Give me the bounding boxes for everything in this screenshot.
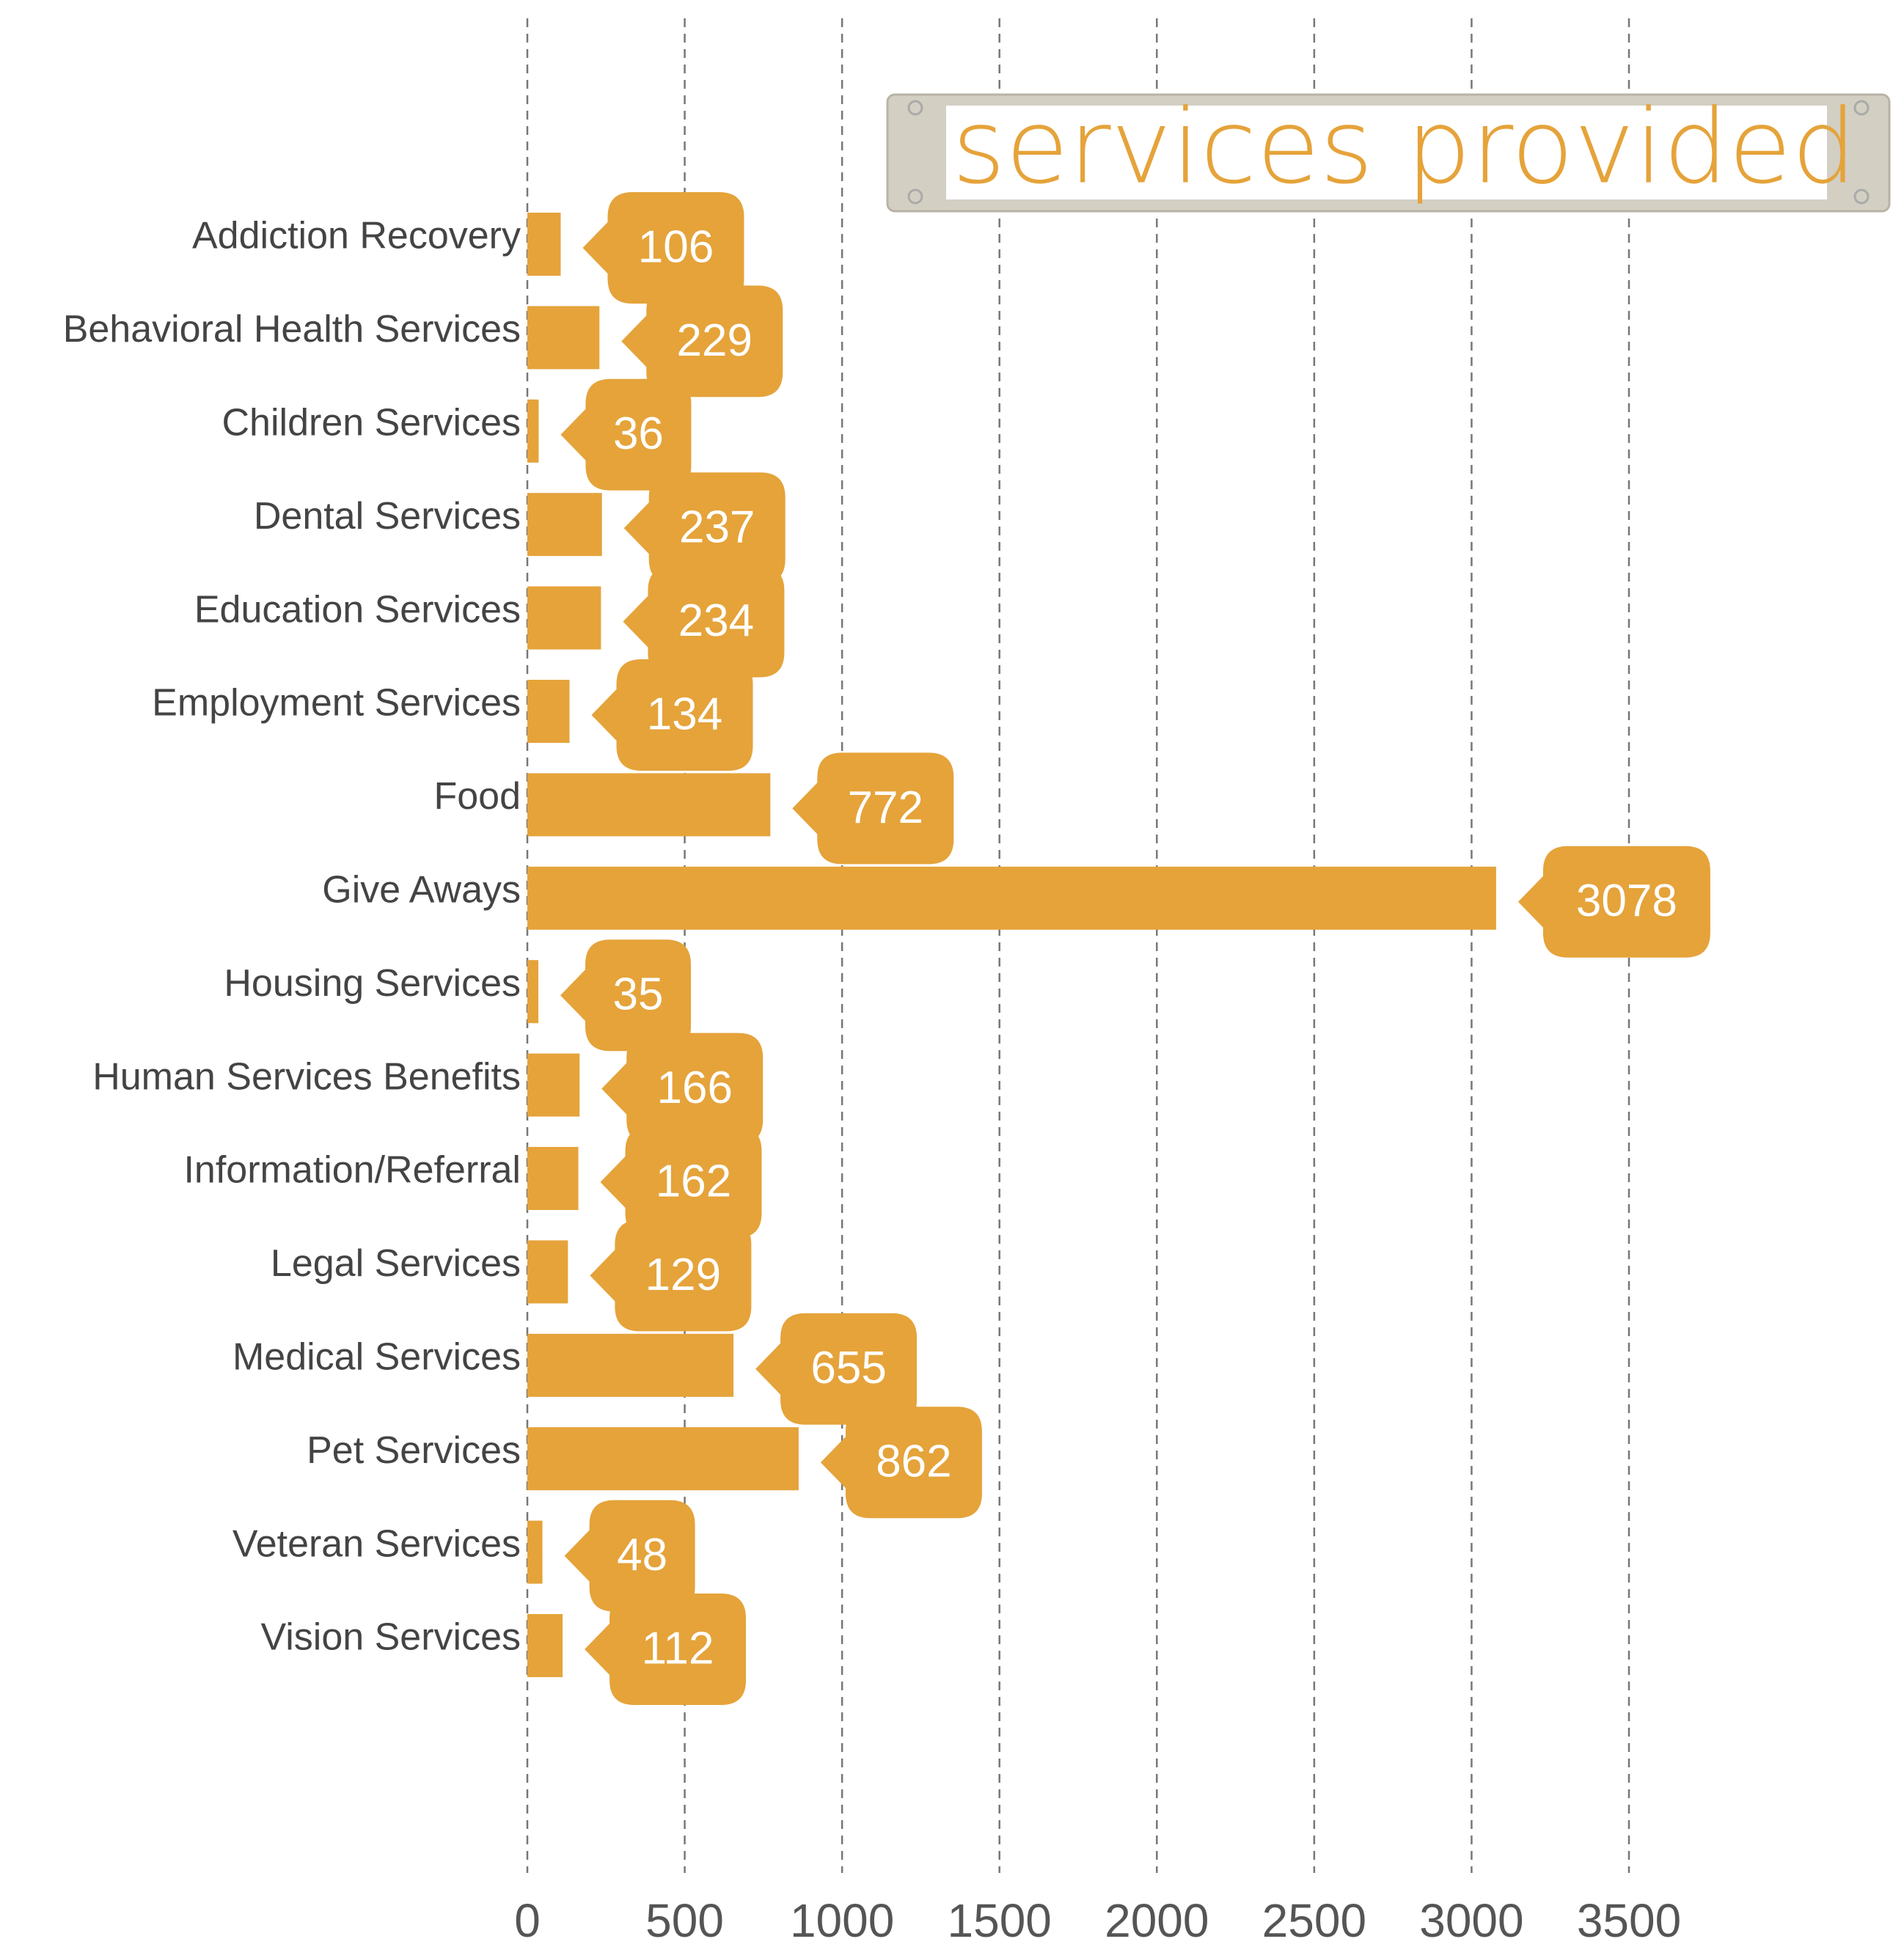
bar (527, 586, 601, 650)
value-label: 106 (638, 221, 714, 272)
value-callout (582, 192, 744, 304)
bar (527, 1614, 563, 1677)
bar (527, 399, 539, 463)
bar (527, 680, 570, 743)
bar (527, 866, 1496, 930)
value-callout (623, 565, 785, 678)
bar (527, 1053, 580, 1117)
bar (527, 960, 539, 1024)
y-tick-label: Pet Services (307, 1429, 521, 1472)
value-callout (564, 1500, 695, 1612)
y-tick-label: Addiction Recovery (192, 215, 521, 257)
y-tick-label: Veteran Services (232, 1522, 521, 1565)
x-tick-label: 0 (514, 1894, 541, 1947)
y-tick-label: Housing Services (224, 962, 521, 1005)
value-label: 129 (645, 1250, 721, 1300)
value-label: 134 (647, 689, 722, 739)
value-callout (560, 378, 692, 491)
x-tick-label: 3000 (1419, 1894, 1523, 1947)
value-label: 229 (677, 315, 753, 366)
value-callout (792, 752, 954, 865)
value-label: 162 (656, 1156, 731, 1206)
y-tick-label: Vision Services (260, 1616, 521, 1659)
y-tick-label: Human Services Benefits (92, 1055, 521, 1098)
value-callout (590, 1220, 752, 1332)
bar (527, 493, 602, 557)
value-label: 655 (810, 1343, 886, 1393)
value-callout (623, 472, 786, 584)
y-tick-label: Dental Services (254, 495, 521, 538)
value-callout (591, 659, 753, 771)
bar (527, 1427, 799, 1491)
y-tick-label: Legal Services (271, 1242, 521, 1285)
x-tick-label: 1500 (948, 1894, 1052, 1947)
y-tick-label: Information/Referral (183, 1149, 521, 1192)
value-label: 35 (613, 969, 664, 1020)
x-tick-label: 1000 (790, 1894, 894, 1947)
bar (527, 1520, 543, 1584)
value-label: 36 (613, 408, 664, 459)
bar (527, 213, 561, 276)
x-tick-label: 2000 (1105, 1894, 1209, 1947)
chart-title: services provided (952, 88, 1857, 208)
value-callout (560, 939, 692, 1052)
x-tick-label: 500 (645, 1894, 724, 1947)
y-tick-label: Food (433, 775, 521, 818)
bar (527, 1333, 734, 1397)
value-label: 862 (876, 1437, 951, 1487)
y-tick-label: Behavioral Health Services (63, 308, 521, 351)
value-label: 112 (642, 1623, 714, 1673)
value-label: 166 (657, 1063, 733, 1113)
y-tick-label: Medical Services (232, 1336, 521, 1379)
bar (527, 1240, 568, 1304)
value-label: 48 (617, 1530, 667, 1580)
value-label: 237 (679, 502, 755, 553)
value-callout (755, 1313, 918, 1425)
value-callout (601, 1033, 764, 1145)
y-tick-label: Education Services (194, 588, 521, 631)
x-tick-label: 2500 (1262, 1894, 1366, 1947)
y-tick-label: Children Services (222, 402, 521, 444)
value-callout (1517, 846, 1710, 958)
x-tick-label: 3500 (1577, 1894, 1681, 1947)
value-callout (600, 1126, 762, 1238)
y-tick-label: Employment Services (152, 682, 521, 725)
value-label: 3078 (1576, 876, 1677, 926)
value-callout (585, 1594, 747, 1705)
y-tick-label: Give Aways (322, 869, 521, 912)
value-label: 234 (678, 595, 754, 646)
bar (527, 773, 771, 837)
title-plate: services provided (886, 88, 1891, 213)
value-label: 772 (848, 782, 923, 833)
bar (527, 306, 600, 370)
bar (527, 1147, 579, 1210)
value-callout (621, 285, 783, 397)
value-callout (820, 1407, 982, 1519)
